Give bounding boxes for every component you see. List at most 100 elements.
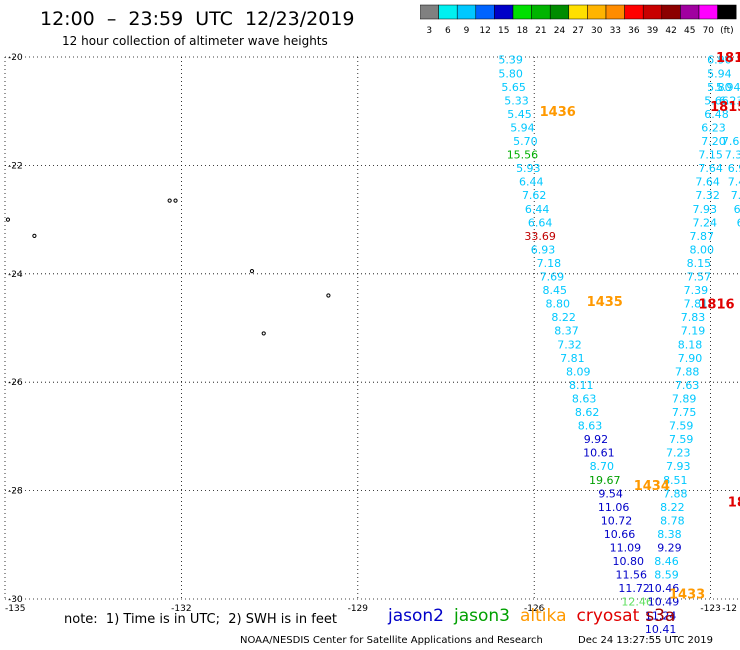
pass-time-label: 1817 [728,495,740,510]
swh-value-label: 7.23 [666,447,691,460]
legend-tick-label: 21 [535,26,546,36]
island-marker [32,233,37,238]
swh-value-label: 8.51 [663,474,688,487]
swh-value-label: 9.92 [584,433,609,446]
swh-value-label: 12.46 [621,596,653,609]
swh-value-label: 9.29 [657,542,682,555]
lat-tick-label: -22 [8,161,23,171]
swh-value-label: 6.32 [737,216,740,229]
swh-value-label: 8.46 [654,555,679,568]
swh-value-label: 7.87 [690,230,715,243]
swh-value-label: 5.94 [510,121,535,134]
footer-credit: NOAA/NESDIS Center for Satellite Applica… [240,635,543,646]
swh-value-label: 10.61 [583,447,615,460]
swh-value-label: 10.41 [645,623,677,636]
swh-value-label: 7.93 [692,203,717,216]
swh-value-label: 6.44 [525,203,550,216]
swh-value-label: 7.32 [557,338,582,351]
pass-time-label: 1436 [540,105,576,120]
lon-tick-label: -123 [700,604,720,614]
legend-tick-label: 30 [591,26,603,36]
swh-value-label: 8.18 [678,338,703,351]
island-marker [249,268,255,274]
swh-value-label: 8.70 [590,460,615,473]
legend-tick-label: 24 [554,26,566,36]
swh-value-label: 7.93 [666,460,691,473]
swh-value-label: 11.24 [645,609,677,622]
swh-value-label: 8.09 [566,365,591,378]
lon-tick-label: -129 [348,604,369,614]
map-subtitle: 12 hour collection of altimeter wave hei… [62,34,328,48]
legend-tick-label: 6 [445,26,451,36]
lat-tick-label: -20 [8,53,23,63]
swh-value-label: 5.94 [716,81,740,94]
units-note: note: 1) Time is in UTC; 2) SWH is in fe… [64,612,337,627]
swh-value-label: 10.72 [601,514,633,527]
swh-value-label: 11.72 [618,582,650,595]
swh-value-label: 11.09 [610,542,642,555]
swh-value-label: 6.23 [701,121,726,134]
swh-value-label: 8.63 [572,392,597,405]
swh-value-label: 8.45 [543,284,568,297]
swh-value-label: 7.19 [681,325,706,338]
swh-value-label: 6.94 [728,162,740,175]
swh-value-label: 19.67 [589,474,621,487]
swh-value-label: 7.24 [731,189,740,202]
swh-value-label: 5.45 [507,108,532,121]
swh-value-label: 8.62 [575,406,600,419]
swh-value-label: 5.70 [513,135,538,148]
island-marker [173,198,178,203]
legend-tick-label: 36 [628,26,640,36]
legend-tick-label: 45 [684,26,695,36]
swh-value-label: 5.65 [501,81,526,94]
pass-time-label: 1814 [716,51,740,66]
lon-tick-label: -135 [5,604,25,614]
satellite-legend-altika: altika [520,606,567,626]
legend-tick-label: 42 [665,26,676,36]
swh-value-label: 6.48 [704,108,729,121]
swh-value-label: 9.54 [598,487,623,500]
lat-tick-label: -28 [8,487,23,497]
swh-value-label: 5.39 [498,54,523,67]
swh-value-label: 11.56 [615,569,647,582]
swh-value-label: 7.64 [698,162,723,175]
swh-value-label: 7.40 [728,176,740,189]
pass-time-label: 1815 [710,100,740,115]
swh-value-label: 5.80 [498,67,523,80]
swh-value-label: 5.94 [707,67,732,80]
swh-value-label: 7.89 [672,392,697,405]
swh-value-label: 8.78 [660,514,685,527]
island-marker [261,331,266,336]
swh-value-label: 8.37 [554,325,579,338]
legend-tick-label: 27 [572,26,583,36]
swh-value-label: 7.57 [687,271,712,284]
swh-value-label: 7.75 [672,406,697,419]
swh-value-label: 7.39 [684,284,709,297]
footer-timestamp: Dec 24 13:27:55 UTC 2019 [578,635,713,646]
satellite-legend: jason2 jason3 altika cryosat s3a [388,606,685,626]
swh-value-label: 7.59 [669,420,694,433]
lat-tick-label: -24 [8,270,23,280]
map-title: 12:00 – 23:59 UTC 12/23/2019 [40,8,355,30]
swh-value-label: 6.23 [719,94,740,107]
lon-tick-label: -126 [524,604,545,614]
swh-value-label: 6.44 [519,176,544,189]
island-marker [5,217,11,222]
pass-time-label: 1816 [698,298,734,313]
swh-value-label: 8.59 [654,569,679,582]
swh-value-label: 15.56 [507,149,539,162]
swh-value-label: 7.90 [678,352,703,365]
swh-value-label: 7.88 [675,365,700,378]
swh-value-label: 8.11 [569,379,594,392]
swh-value-label: 6.90 [707,54,732,67]
legend-tick-label: 9 [464,26,470,36]
swh-value-label: 5.80 [707,81,732,94]
lon-tick-label: -132 [171,604,191,614]
swh-value-label: 7.18 [537,257,562,270]
legend-tick-label: 33 [610,26,621,36]
swh-value-label: 7.15 [698,149,723,162]
swh-value-label: 7.63 [675,379,700,392]
legend-tick-label: (ft) [720,26,734,36]
island-marker [326,293,331,298]
